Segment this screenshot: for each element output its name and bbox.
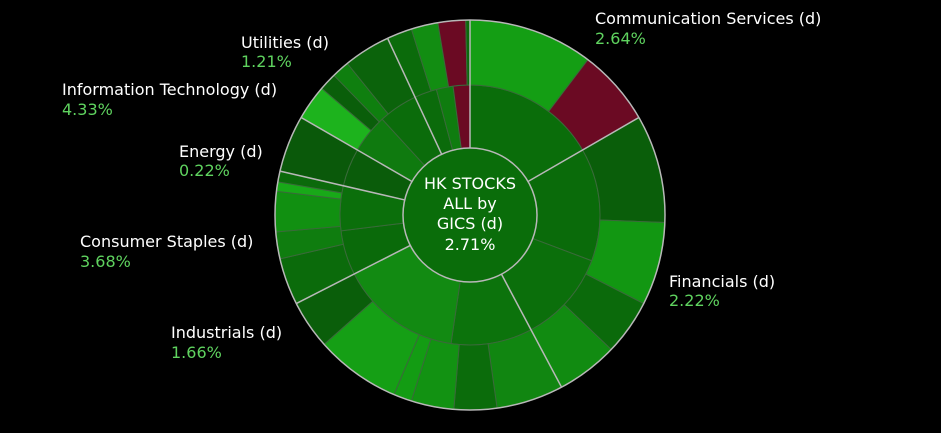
sector-value: 2.64% xyxy=(595,29,646,48)
sector-name: Communication Services (d) xyxy=(595,9,821,28)
sector-label-consumer-staples[interactable]: Consumer Staples (d) 3.68% xyxy=(80,232,253,271)
sector-label-financials[interactable]: Financials (d) 2.22% xyxy=(669,272,775,310)
sector-name: Industrials (d) xyxy=(171,323,282,342)
sector-label-industrials[interactable]: Industrials (d) 1.66% xyxy=(171,323,282,362)
center-line-3: GICS (d) xyxy=(437,214,503,233)
center-label: HK STOCKS ALL by GICS (d) 2.71% xyxy=(424,174,516,254)
sector-name: Energy (d) xyxy=(179,142,263,161)
sector-label-communication-services[interactable]: Communication Services (d) 2.64% xyxy=(595,9,821,48)
sunburst-rings xyxy=(274,19,666,411)
sector-label-utilities[interactable]: Utilities (d) 1.21% xyxy=(241,33,329,71)
sector-name: Utilities (d) xyxy=(241,33,329,52)
sector-divider-financials xyxy=(527,116,640,183)
sector-divider-industrials xyxy=(500,273,563,388)
sector-divider-energy xyxy=(279,170,405,201)
sector-name: Consumer Staples (d) xyxy=(80,232,253,251)
sector-value: 2.22% xyxy=(669,291,720,310)
sector-divider-utilities xyxy=(386,37,443,155)
center-line-1: HK STOCKS xyxy=(424,174,516,193)
center-line-2: ALL by xyxy=(443,194,496,213)
sector-value: 1.21% xyxy=(241,52,292,71)
sector-label-information-technology[interactable]: Information Technology (d) 4.33% xyxy=(62,80,277,119)
center-value: 2.71% xyxy=(445,235,496,254)
sector-value: 0.22% xyxy=(179,161,230,180)
sector-name: Information Technology (d) xyxy=(62,80,277,99)
sector-label-energy[interactable]: Energy (d) 0.22% xyxy=(179,142,263,180)
sector-value: 1.66% xyxy=(171,343,222,362)
sector-value: 4.33% xyxy=(62,100,113,119)
sector-value: 3.68% xyxy=(80,252,131,271)
sector-divider-consumer-staples xyxy=(295,244,411,305)
outer-rim xyxy=(274,19,666,411)
sector-name: Financials (d) xyxy=(669,272,775,291)
sector-divider-information-technology xyxy=(300,116,413,183)
